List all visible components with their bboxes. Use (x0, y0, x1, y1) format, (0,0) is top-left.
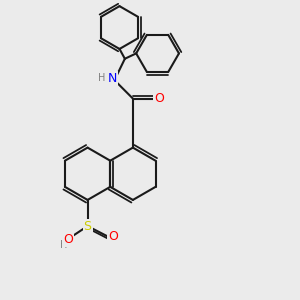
Text: O: O (154, 92, 164, 105)
Text: O: O (108, 230, 118, 243)
Text: H: H (98, 73, 106, 83)
Text: N: N (107, 73, 117, 85)
Text: S: S (84, 220, 92, 232)
Text: O: O (63, 233, 73, 246)
Text: H: H (60, 240, 68, 250)
